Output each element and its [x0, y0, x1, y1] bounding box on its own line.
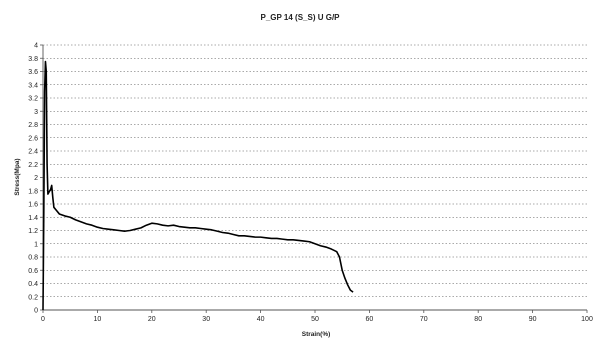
x-tick-label: 40	[257, 316, 265, 323]
x-tick-label: 100	[581, 316, 593, 323]
grid	[43, 44, 587, 298]
y-tick-label: 3.2	[28, 96, 38, 103]
x-tick-label: 90	[529, 316, 537, 323]
y-axis-label: Stress(Mpa)	[14, 158, 21, 195]
x-tick-label: 60	[366, 316, 374, 323]
y-tick-label: 0.2	[28, 294, 38, 301]
x-tick-label: 50	[311, 316, 319, 323]
y-tick-label: 1.2	[28, 228, 38, 235]
y-tick-label: 3.8	[28, 56, 38, 63]
stress-strain-line	[42, 60, 354, 311]
x-tick-label: 20	[148, 316, 156, 323]
chart-title: P_GP 14 (S_S) U G/P	[261, 13, 341, 22]
x-tick-label: 70	[420, 316, 428, 323]
y-tick-label: 0.4	[28, 281, 38, 288]
x-axis-ticks: 0 10 20 30 40 50 60 70 80 90 100	[41, 310, 593, 323]
x-axis-label: Strain(%)	[302, 331, 331, 338]
y-tick-label: 0.6	[28, 268, 38, 275]
y-tick-label: 0.8	[28, 255, 38, 262]
y-tick-label: 1.6	[28, 202, 38, 209]
y-tick-label: 3.4	[28, 82, 38, 89]
y-tick-label: 3	[34, 109, 38, 116]
x-tick-label: 30	[202, 316, 210, 323]
y-tick-label: 0	[34, 308, 38, 315]
x-tick-label: 0	[41, 316, 45, 323]
y-tick-label: 4	[34, 43, 38, 50]
y-tick-label: 1.4	[28, 215, 38, 222]
y-tick-label: 1.8	[28, 188, 38, 195]
y-tick-label: 2.4	[28, 149, 38, 156]
y-tick-label: 2.8	[28, 122, 38, 129]
x-tick-label: 10	[94, 316, 102, 323]
y-tick-label: 2.2	[28, 162, 38, 169]
x-tick-label: 80	[474, 316, 482, 323]
y-tick-label: 2.6	[28, 135, 38, 142]
y-tick-label: 2	[34, 175, 38, 182]
y-tick-label: 1	[34, 241, 38, 248]
y-axis-ticks: 0 0.2 0.4 0.6 0.8 1 1.2 1.4 1.6 1.8 2 2.2 2.4 2.6 2.8 3…	[28, 43, 43, 315]
y-tick-label: 3.6	[28, 69, 38, 76]
